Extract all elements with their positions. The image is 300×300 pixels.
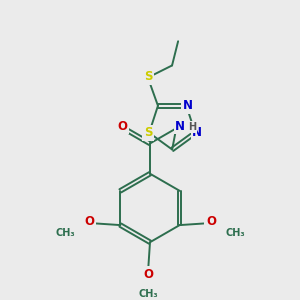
Text: O: O <box>143 268 153 281</box>
Text: CH₃: CH₃ <box>55 228 75 238</box>
Text: O: O <box>118 120 128 133</box>
Text: N: N <box>192 126 202 139</box>
Text: CH₃: CH₃ <box>138 289 158 298</box>
Text: H: H <box>188 122 196 132</box>
Text: O: O <box>84 214 94 228</box>
Text: N: N <box>175 120 185 133</box>
Text: S: S <box>144 126 152 139</box>
Text: S: S <box>144 70 152 83</box>
Text: CH₃: CH₃ <box>225 228 245 238</box>
Text: O: O <box>206 214 216 228</box>
Text: N: N <box>182 99 192 112</box>
